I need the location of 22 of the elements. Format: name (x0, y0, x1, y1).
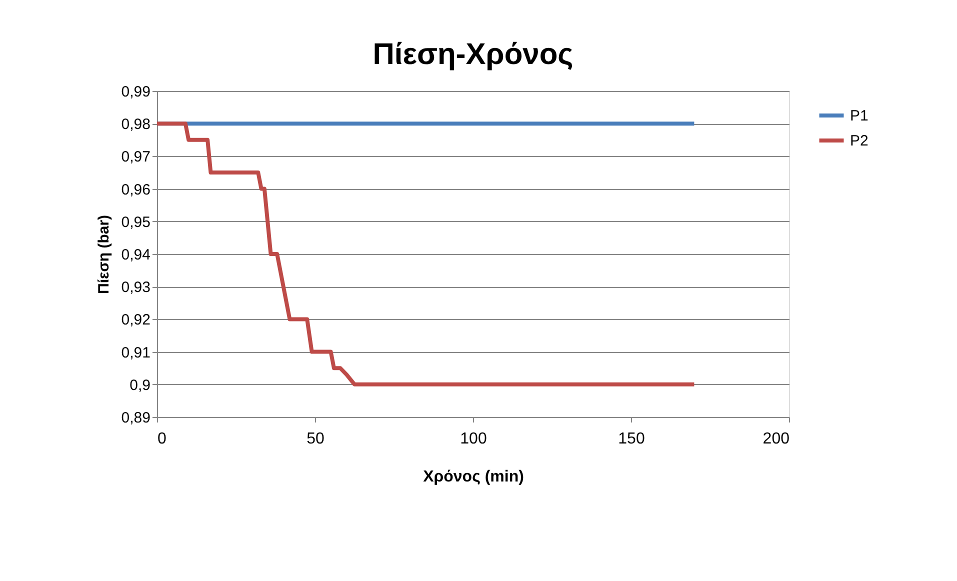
y-tick-label: 0,9 (130, 376, 150, 394)
y-tick-label: 0,96 (121, 181, 150, 198)
y-tick-label: 0,99 (121, 84, 150, 100)
y-tick-label: 0,91 (121, 344, 150, 362)
x-tick-label: 150 (618, 430, 645, 448)
x-tick-label: 50 (306, 430, 324, 448)
y-axis-title: Πίεση (bar) (95, 214, 112, 294)
legend-label: P1 (850, 108, 868, 124)
x-tick-label: 0 (158, 430, 166, 448)
y-tick-label: 0,97 (121, 148, 150, 166)
y-tick-label: 0,95 (121, 214, 150, 231)
legend-label: P2 (850, 132, 868, 150)
y-tick-label: 0,98 (121, 116, 150, 134)
x-tick-label: 200 (762, 430, 790, 448)
y-tick-label: 0,93 (121, 279, 150, 296)
y-tick-label: 0,94 (121, 246, 150, 264)
chart-title: Πίεση-Χρόνος (372, 38, 574, 71)
x-axis-title: Χρόνος (min) (423, 468, 524, 486)
y-tick-label: 0,92 (121, 312, 150, 329)
y-tick-label: 0,89 (121, 410, 150, 426)
line-series (155, 122, 696, 386)
x-tick-label: 100 (460, 430, 487, 448)
